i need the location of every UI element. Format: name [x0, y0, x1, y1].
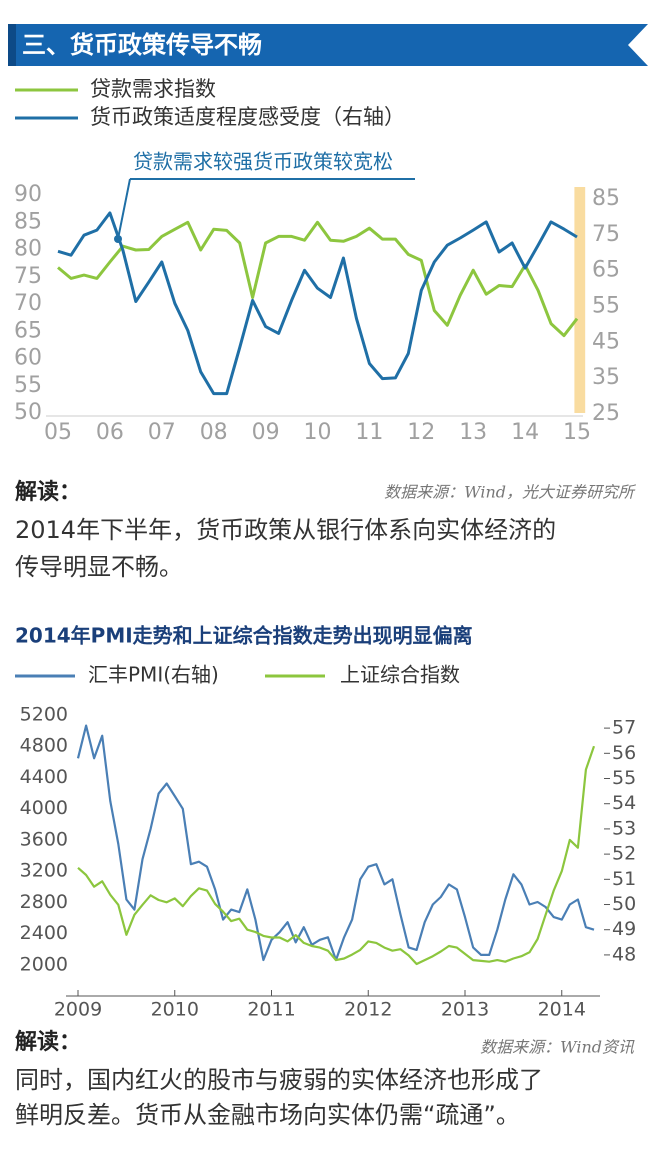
highlight-band — [574, 187, 586, 413]
y-tick-label: 55 — [14, 373, 42, 398]
source: 数据来源：Wind，光大证券研究所 — [384, 483, 637, 502]
y2-tick-label: 48 — [612, 943, 636, 965]
y-tick-label: 60 — [14, 346, 42, 371]
chart-title: 2014年PMI走势和上证综合指数走势出现明显偏离 — [15, 624, 473, 648]
y2-tick-label: 56 — [612, 742, 636, 764]
x-tick-label: 2011 — [247, 999, 295, 1021]
x-tick-label: 07 — [148, 420, 176, 445]
y2-tick-label: 52 — [612, 843, 636, 865]
x-tick-label: 06 — [96, 420, 124, 445]
header-stripe — [8, 24, 16, 66]
y-tick-label: 3200 — [20, 860, 68, 882]
y2-tick-label: 54 — [612, 792, 636, 814]
x-tick-label: 2009 — [54, 999, 102, 1021]
y2-tick-label: 75 — [592, 222, 620, 247]
series-line — [76, 724, 595, 962]
y2-tick-label: 55 — [592, 294, 620, 319]
x-tick-label: 2013 — [441, 999, 489, 1021]
y2-tick-label: 51 — [612, 868, 636, 890]
y-tick-label: 90 — [14, 182, 42, 207]
series-line — [77, 745, 596, 966]
analysis-text: 2014年下半年，货币政策从银行体系向实体经济的 — [15, 516, 556, 544]
source: 数据来源：Wind资讯 — [480, 1038, 635, 1057]
analysis-heading: 解读： — [15, 479, 81, 505]
legend-label: 上证综合指数 — [340, 663, 460, 687]
y-tick-label: 50 — [14, 400, 42, 425]
y2-tick-label: 35 — [592, 365, 620, 390]
x-tick-label: 13 — [459, 420, 487, 445]
x-tick-label: 10 — [304, 420, 332, 445]
x-tick-label: 08 — [200, 420, 228, 445]
y2-tick-label: 85 — [592, 186, 620, 211]
y-tick-label: 4400 — [20, 766, 68, 788]
y-tick-label: 75 — [14, 264, 42, 289]
analysis-text: 鲜明反差。货币从金融市场向实体仍需“疏通”。 — [15, 1101, 520, 1129]
y2-tick-label: 57 — [612, 717, 636, 739]
y2-tick-label: 45 — [592, 329, 620, 354]
header-banner — [8, 24, 648, 66]
y2-tick-label: 55 — [612, 767, 636, 789]
legend-label: 货币政策适度程度感受度（右轴） — [90, 105, 405, 129]
analysis-heading: 解读： — [15, 1029, 81, 1055]
x-tick-label: 09 — [252, 420, 280, 445]
annotation-pointer — [117, 178, 131, 240]
y-tick-label: 2400 — [20, 922, 68, 944]
analysis-text: 同时，国内红火的股市与疲弱的实体经济也形成了 — [15, 1066, 543, 1094]
annotation: 贷款需求较强货币政策较宽松 — [133, 150, 393, 174]
x-tick-label: 2014 — [538, 999, 586, 1021]
y2-tick-label: 25 — [592, 401, 620, 426]
analysis-text: 传导明显不畅。 — [15, 553, 183, 581]
y-tick-label: 65 — [14, 318, 42, 343]
y2-tick-label: 53 — [612, 817, 636, 839]
header-title: 三、货币政策传导不畅 — [22, 31, 262, 59]
x-tick-label: 11 — [355, 420, 383, 445]
y-tick-label: 80 — [14, 237, 42, 262]
x-tick-label: 12 — [407, 420, 435, 445]
y-tick-label: 4800 — [20, 735, 68, 757]
y-tick-label: 70 — [14, 291, 42, 316]
x-tick-label: 2012 — [344, 999, 392, 1021]
y2-tick-label: 50 — [612, 893, 636, 915]
series-line — [57, 211, 578, 396]
x-tick-label: 15 — [563, 420, 591, 445]
y-tick-label: 85 — [14, 209, 42, 234]
x-tick-label: 2010 — [151, 999, 199, 1021]
y-tick-label: 2000 — [20, 953, 68, 975]
x-tick-label: 14 — [511, 420, 539, 445]
y2-tick-label: 65 — [592, 258, 620, 283]
y-tick-label: 5200 — [20, 704, 68, 726]
legend-label: 汇丰PMI(右轴) — [88, 663, 219, 687]
y2-tick-label: 49 — [612, 918, 636, 940]
series-line — [57, 220, 579, 338]
x-tick-label: 05 — [44, 420, 72, 445]
y-tick-label: 2800 — [20, 891, 68, 913]
y-tick-label: 3600 — [20, 828, 68, 850]
legend-label: 贷款需求指数 — [90, 77, 216, 101]
y-tick-label: 4000 — [20, 797, 68, 819]
